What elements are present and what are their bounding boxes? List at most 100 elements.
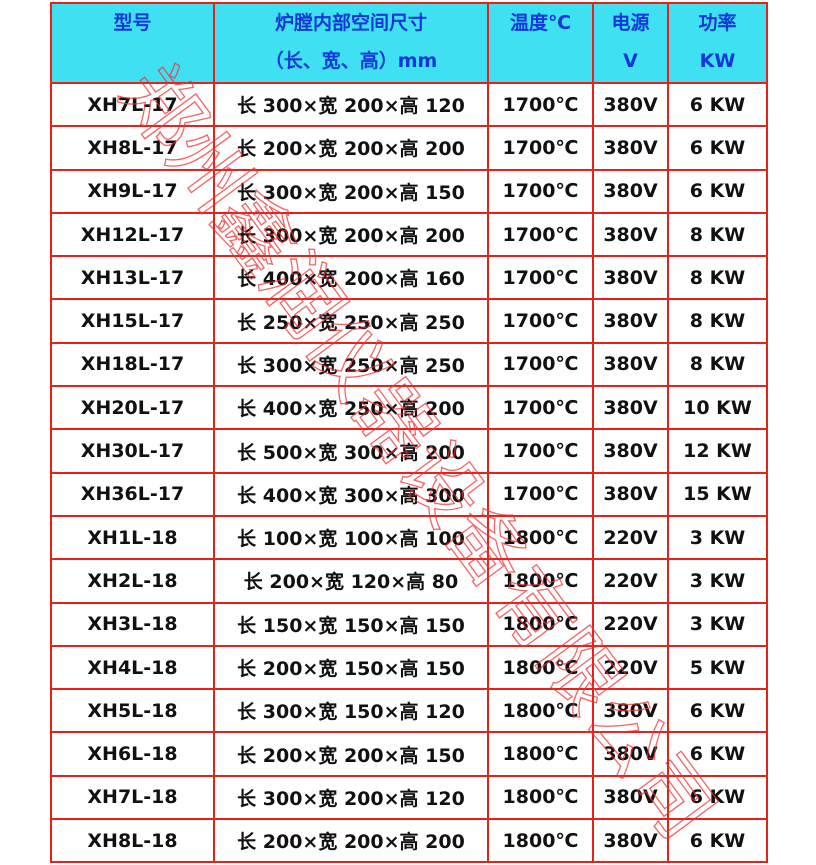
table-cell: XH3L-18: [50, 601, 215, 647]
table-cell: 1800℃: [487, 818, 594, 864]
table-cell: 1800℃: [487, 558, 594, 604]
table-cell: 1700℃: [487, 81, 594, 128]
table-cell: 380V: [592, 731, 669, 777]
table-cell: 长 400×宽 300×高 300: [213, 471, 489, 517]
table-cell: 长 200×宽 200×高 150: [213, 731, 489, 777]
table-cell: 长 200×宽 120×高 80: [213, 558, 489, 604]
table-row: XH30L-17 长 500×宽 300×高 200 1700℃ 380V 12 KW: [50, 428, 768, 474]
table-cell: 6 KW: [667, 81, 768, 128]
table-cell: 220V: [592, 558, 669, 604]
table-cell: 1700℃: [487, 211, 594, 258]
table-cell: 380V: [592, 168, 669, 214]
header-cell: 温度℃: [487, 2, 594, 84]
table-cell: 8 KW: [667, 298, 768, 344]
table-cell: 长 300×宽 200×高 120: [213, 774, 489, 821]
table-cell: 380V: [592, 688, 669, 734]
header-cell: 电源 V: [592, 2, 669, 84]
table-cell: 1700℃: [487, 255, 594, 301]
table-cell: 长 300×宽 200×高 150: [213, 168, 489, 214]
table-row: XH12L-17 长 300×宽 200×高 200 1700℃ 380V 8 KW: [50, 211, 768, 258]
table-cell: 3 KW: [667, 558, 768, 604]
table-cell: 长 400×宽 250×高 200: [213, 385, 489, 431]
table-cell: XH20L-17: [50, 385, 215, 431]
header-text: V: [623, 50, 638, 72]
table-cell: 10 KW: [667, 385, 768, 431]
table-cell: 380V: [592, 81, 669, 128]
header-text: 电源: [611, 12, 650, 34]
table-cell: 8 KW: [667, 211, 768, 258]
table-cell: 12 KW: [667, 428, 768, 474]
table-cell: XH15L-17: [50, 298, 215, 344]
table-cell: 380V: [592, 385, 669, 431]
table-cell: XH9L-17: [50, 168, 215, 214]
table-cell: 1700℃: [487, 428, 594, 474]
table-cell: 380V: [592, 255, 669, 301]
table-row: XH36L-17 长 400×宽 300×高 300 1700℃ 380V 15 KW: [50, 471, 768, 517]
table-cell: XH7L-17: [50, 81, 215, 128]
table-cell: 1800℃: [487, 774, 594, 821]
table-cell: XH36L-17: [50, 471, 215, 517]
table-cell: 长 200×宽 150×高 150: [213, 644, 489, 691]
table-cell: XH7L-18: [50, 774, 215, 821]
table-cell: 220V: [592, 601, 669, 647]
table-row: XH13L-17 长 400×宽 200×高 160 1700℃ 380V 8 KW: [50, 255, 768, 301]
table-cell: 长 300×宽 150×高 120: [213, 688, 489, 734]
table-row: XH6L-18 长 200×宽 200×高 150 1800℃ 380V 6 KW: [50, 731, 768, 777]
header-text: 型号: [113, 12, 152, 34]
table-cell: 长 400×宽 200×高 160: [213, 255, 489, 301]
table-cell: 1700℃: [487, 341, 594, 388]
table-cell: XH12L-17: [50, 211, 215, 258]
table-cell: 长 200×宽 200×高 200: [213, 125, 489, 171]
table-cell: 380V: [592, 125, 669, 171]
table-row: XH1L-18 长 100×宽 100×高 100 1800℃ 220V 3 KW: [50, 514, 768, 561]
table-cell: 6 KW: [667, 125, 768, 171]
table-cell: XH8L-18: [50, 818, 215, 864]
table-row: XH5L-18 长 300×宽 150×高 120 1800℃ 380V 6 KW: [50, 688, 768, 734]
header-cell: 型号: [50, 2, 215, 84]
table-cell: 1700℃: [487, 168, 594, 214]
header-row: 型号 炉膛内部空间尺寸 （长、宽、高）mm 温度℃ 电源 V 功率 KW: [50, 2, 768, 84]
table-cell: 1800℃: [487, 731, 594, 777]
table-cell: 长 300×宽 250×高 250: [213, 341, 489, 388]
table-cell: 220V: [592, 514, 669, 561]
table-cell: XH1L-18: [50, 514, 215, 561]
table-cell: XH13L-17: [50, 255, 215, 301]
table-cell: 380V: [592, 774, 669, 821]
table-row: XH8L-18 长 200×宽 200×高 200 1800℃ 380V 6 KW: [50, 818, 768, 864]
table-cell: 3 KW: [667, 601, 768, 647]
table-cell: 380V: [592, 298, 669, 344]
table-cell: 8 KW: [667, 341, 768, 388]
table-cell: 长 500×宽 300×高 200: [213, 428, 489, 474]
table-cell: 1800℃: [487, 644, 594, 691]
table-cell: 380V: [592, 471, 669, 517]
table-cell: XH4L-18: [50, 644, 215, 691]
table-cell: 长 100×宽 100×高 100: [213, 514, 489, 561]
table-cell: XH6L-18: [50, 731, 215, 777]
table-cell: 1800℃: [487, 514, 594, 561]
table-cell: XH2L-18: [50, 558, 215, 604]
table-cell: 长 150×宽 150×高 150: [213, 601, 489, 647]
table-row: XH18L-17 长 300×宽 250×高 250 1700℃ 380V 8 KW: [50, 341, 768, 388]
table-cell: XH5L-18: [50, 688, 215, 734]
table-cell: 15 KW: [667, 471, 768, 517]
table-cell: 1800℃: [487, 688, 594, 734]
table-cell: 6 KW: [667, 774, 768, 821]
table-cell: 220V: [592, 644, 669, 691]
header-cell: 功率 KW: [667, 2, 768, 84]
table-cell: 1700℃: [487, 298, 594, 344]
table-row: XH7L-18 长 300×宽 200×高 120 1800℃ 380V 6 KW: [50, 774, 768, 821]
header-text: 功率: [698, 12, 737, 34]
table-cell: 3 KW: [667, 514, 768, 561]
table-cell: 5 KW: [667, 644, 768, 691]
table-cell: 380V: [592, 818, 669, 864]
table-cell: 380V: [592, 211, 669, 258]
table-row: XH4L-18 长 200×宽 150×高 150 1800℃ 220V 5 KW: [50, 644, 768, 691]
table-cell: 长 200×宽 200×高 200: [213, 818, 489, 864]
table-cell: XH30L-17: [50, 428, 215, 474]
header-text: 炉膛内部空间尺寸: [274, 12, 427, 34]
table-row: XH20L-17 长 400×宽 250×高 200 1700℃ 380V 10 KW: [50, 385, 768, 431]
table-row: XH8L-17 长 200×宽 200×高 200 1700℃ 380V 6 KW: [50, 125, 768, 171]
table-cell: 6 KW: [667, 168, 768, 214]
table-cell: 1700℃: [487, 385, 594, 431]
